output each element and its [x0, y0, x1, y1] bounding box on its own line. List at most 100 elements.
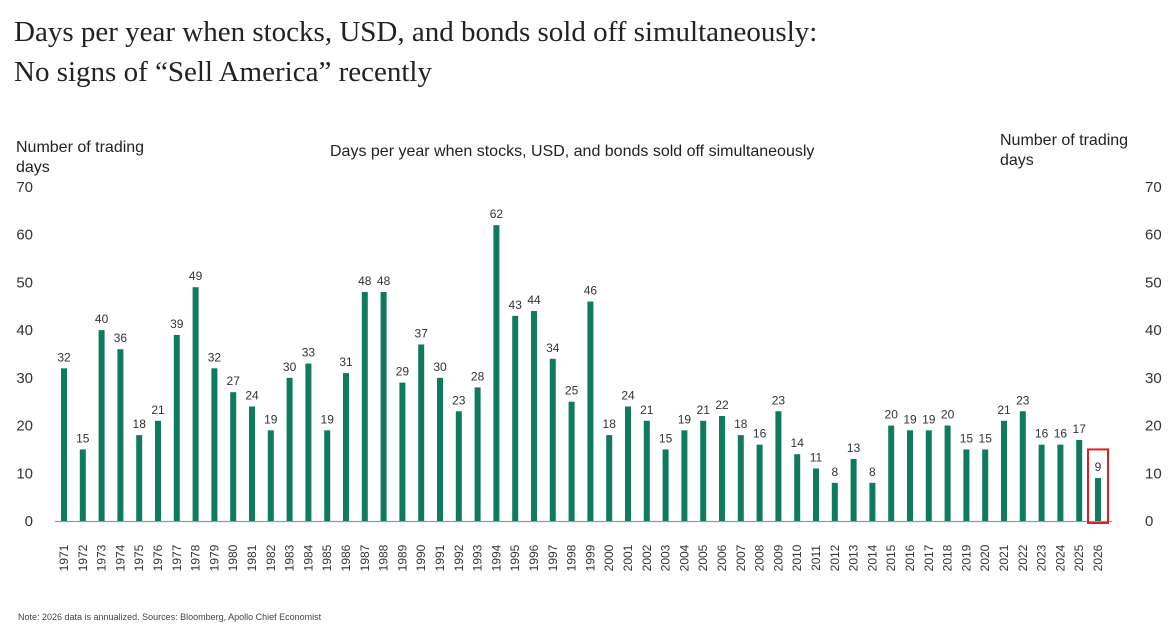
bar-1976	[155, 420, 161, 521]
x-tick-1997: 1997	[546, 544, 560, 571]
bar-2009	[775, 411, 782, 521]
bar-1974	[117, 349, 124, 521]
title-line-1: Days per year when stocks, USD, and bond…	[14, 16, 818, 48]
x-tick-1998: 1998	[565, 544, 579, 571]
data-label-2002: 21	[640, 403, 654, 417]
x-tick-1978: 1978	[189, 544, 203, 571]
data-label-1986: 31	[339, 355, 353, 369]
x-tick-2023: 2023	[1035, 544, 1049, 571]
data-label-1982: 19	[264, 412, 278, 426]
bar-2005	[700, 420, 707, 521]
data-label-1987: 48	[358, 274, 372, 288]
data-label-1985: 19	[321, 412, 335, 426]
bar-1982	[267, 430, 274, 521]
bar-2011	[813, 468, 819, 521]
x-tick-2011: 2011	[809, 545, 823, 571]
x-tick-2016: 2016	[903, 544, 917, 571]
data-label-2004: 19	[678, 412, 692, 426]
data-label-2007: 18	[734, 417, 748, 431]
bar-2004	[681, 430, 688, 521]
x-tick-1992: 1992	[452, 544, 466, 571]
x-tick-2019: 2019	[959, 544, 973, 571]
data-label-2011: 11	[810, 451, 823, 465]
bar-2008	[756, 444, 763, 521]
data-label-2019: 15	[960, 431, 974, 445]
x-tick-2014: 2014	[865, 544, 879, 571]
y-tick-left: 0	[25, 513, 33, 530]
bar-2023	[1038, 444, 1045, 521]
y-tick-right: 50	[1145, 274, 1162, 291]
x-tick-1972: 1972	[76, 544, 90, 571]
highlight-box-2026	[1087, 448, 1109, 524]
data-label-1997: 34	[546, 341, 560, 355]
data-label-2025: 17	[1073, 422, 1087, 436]
x-tick-1980: 1980	[226, 544, 240, 571]
bar-1981	[249, 406, 255, 521]
data-label-1977: 39	[170, 317, 184, 331]
data-label-2005: 21	[697, 403, 711, 417]
data-label-1996: 44	[527, 293, 541, 307]
x-tick-1991: 1991	[433, 544, 447, 571]
bar-2000	[606, 435, 613, 521]
x-tick-2012: 2012	[828, 544, 842, 571]
data-label-1976: 21	[151, 403, 165, 417]
x-tick-1985: 1985	[320, 544, 334, 571]
x-tick-2006: 2006	[715, 544, 729, 571]
x-tick-2015: 2015	[884, 544, 898, 571]
bar-2002	[643, 420, 650, 521]
data-label-1973: 40	[95, 312, 109, 326]
data-label-2001: 24	[621, 388, 635, 402]
x-tick-2026: 2026	[1091, 544, 1105, 571]
x-tick-2017: 2017	[922, 544, 936, 571]
bar-2025	[1076, 439, 1083, 521]
bar-1993	[474, 387, 481, 521]
x-tick-1988: 1988	[377, 544, 391, 571]
data-label-1999: 46	[584, 284, 598, 298]
bar-2019	[963, 449, 970, 521]
x-tick-1984: 1984	[301, 544, 315, 571]
data-label-1978: 49	[189, 269, 203, 283]
data-label-1983: 30	[283, 360, 297, 374]
data-label-1981: 24	[245, 388, 259, 402]
bar-1986	[343, 373, 349, 521]
footnote: Note: 2026 data is annualized. Sources: …	[18, 612, 322, 622]
bar-1998	[568, 401, 575, 521]
x-tick-1983: 1983	[283, 544, 297, 571]
bar-1999	[587, 301, 594, 521]
bar-2012	[831, 482, 838, 521]
bar-2001	[625, 406, 631, 521]
y-tick-right: 60	[1145, 227, 1162, 244]
bar-2016	[907, 430, 913, 521]
bar-1990	[418, 344, 425, 521]
bar-2022	[1019, 411, 1026, 521]
data-label-1971: 32	[57, 350, 71, 364]
y-tick-right: 10	[1145, 465, 1162, 482]
x-tick-1974: 1974	[113, 544, 127, 571]
y-tick-left: 60	[16, 227, 33, 244]
data-label-1980: 27	[227, 374, 241, 388]
data-label-1993: 28	[471, 369, 485, 383]
x-tick-1981: 1981	[245, 544, 259, 571]
x-tick-2010: 2010	[790, 544, 804, 571]
bar-2017	[925, 430, 932, 521]
bar-1989	[399, 382, 406, 521]
page-title: Days per year when stocks, USD, and bond…	[14, 12, 817, 92]
x-tick-1989: 1989	[395, 544, 409, 571]
x-tick-2002: 2002	[640, 544, 654, 571]
bar-1975	[136, 435, 143, 521]
y-tick-left: 50	[16, 274, 33, 291]
x-tick-2007: 2007	[734, 544, 748, 571]
bar-2020	[982, 449, 989, 521]
bar-1977	[173, 334, 180, 521]
data-label-2010: 14	[791, 436, 805, 450]
x-tick-1993: 1993	[471, 544, 485, 571]
bar-1996	[531, 311, 537, 521]
x-tick-1987: 1987	[358, 544, 372, 571]
data-label-2023: 16	[1035, 427, 1049, 441]
bar-1973	[98, 330, 105, 521]
data-label-2009: 23	[772, 393, 786, 407]
bar-1983	[286, 377, 293, 521]
bar-1978	[192, 287, 199, 521]
y-tick-right: 40	[1145, 322, 1162, 339]
y-tick-left: 10	[16, 465, 33, 482]
